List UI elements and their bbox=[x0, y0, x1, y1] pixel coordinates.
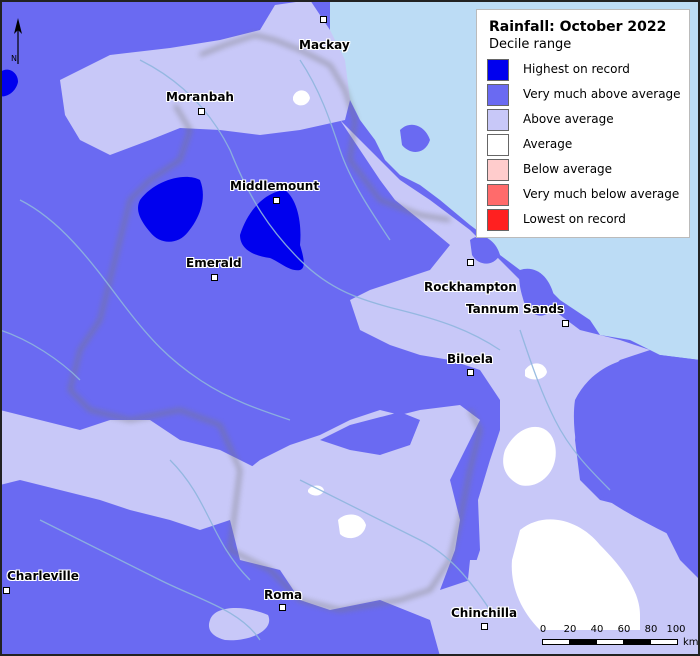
legend-item-average: Average bbox=[487, 134, 687, 159]
scale-segment bbox=[542, 639, 570, 645]
legend-item-below: Below average bbox=[487, 159, 687, 184]
river-3 bbox=[299, 59, 391, 241]
legend-label: Highest on record bbox=[523, 62, 630, 76]
legend-item-very-much-below: Very much below average bbox=[487, 184, 687, 209]
scale-segment bbox=[569, 639, 597, 645]
region-average-small-4 bbox=[293, 90, 310, 106]
legend-item-above: Above average bbox=[487, 109, 687, 134]
legend-label: Very much above average bbox=[523, 87, 681, 101]
scale-tick: 20 bbox=[563, 624, 577, 635]
north-label: N bbox=[11, 54, 17, 63]
legend-swatch bbox=[487, 184, 509, 206]
boundary-line-1 bbox=[68, 104, 482, 612]
town-marker bbox=[320, 16, 327, 23]
rivers bbox=[0, 59, 611, 641]
region-above-north bbox=[60, 0, 350, 155]
scale-tick: 40 bbox=[590, 624, 604, 635]
river-2 bbox=[19, 199, 291, 421]
town-marker bbox=[481, 623, 488, 630]
legend-swatch bbox=[487, 109, 509, 131]
legend-item-lowest: Lowest on record bbox=[487, 209, 687, 234]
river-8 bbox=[169, 459, 251, 581]
region-average-east bbox=[503, 426, 556, 486]
river-1 bbox=[139, 59, 501, 351]
town-label: Charleville bbox=[7, 569, 79, 583]
town-label: Tannum Sands bbox=[466, 302, 565, 316]
region-vma-coast-1 bbox=[400, 124, 430, 152]
town-marker bbox=[279, 604, 286, 611]
legend-label: Very much below average bbox=[523, 187, 680, 201]
legend-label: Below average bbox=[523, 162, 613, 176]
north-arrow: N bbox=[11, 16, 25, 66]
legend-item-highest: Highest on record bbox=[487, 59, 687, 84]
scale-tick: 100 bbox=[666, 624, 686, 635]
scale-tick: 60 bbox=[617, 624, 631, 635]
region-above-west bbox=[0, 410, 260, 530]
region-average-southeast bbox=[511, 519, 640, 630]
legend-swatch bbox=[487, 209, 509, 231]
scale-tick: 0 bbox=[539, 624, 547, 635]
river-6 bbox=[519, 329, 611, 491]
town-label: Middlemount bbox=[230, 179, 320, 193]
legend-panel: Rainfall: October 2022 Decile range High… bbox=[476, 9, 690, 238]
town-label: Emerald bbox=[186, 256, 242, 270]
legend-label: Lowest on record bbox=[523, 212, 626, 226]
legend-swatch bbox=[487, 84, 509, 106]
region-average-group bbox=[293, 90, 640, 630]
scale-segment bbox=[650, 639, 678, 645]
river-5 bbox=[299, 479, 491, 611]
region-average-small-3 bbox=[308, 485, 324, 496]
scale-segment bbox=[596, 639, 624, 645]
town-marker bbox=[211, 274, 218, 281]
region-highest-2 bbox=[240, 190, 304, 271]
town-label: Moranbah bbox=[166, 90, 234, 104]
legend-swatch bbox=[487, 59, 509, 81]
town-label: Mackay bbox=[299, 38, 350, 52]
boundary-line-2 bbox=[199, 33, 451, 222]
town-marker bbox=[198, 108, 205, 115]
legend-subtitle: Decile range bbox=[489, 37, 572, 52]
legend-item-very-much-above: Very much above average bbox=[487, 84, 687, 109]
boundaries bbox=[68, 33, 482, 612]
region-vma-coast-2 bbox=[470, 236, 500, 264]
legend-swatch bbox=[487, 159, 509, 181]
region-average-small-2 bbox=[338, 514, 366, 539]
town-marker bbox=[273, 197, 280, 204]
town-marker bbox=[3, 587, 10, 594]
river-7 bbox=[0, 329, 81, 381]
legend-label: Above average bbox=[523, 112, 614, 126]
region-average-small-1 bbox=[525, 363, 547, 380]
scale-segment bbox=[623, 639, 651, 645]
town-label: Roma bbox=[264, 588, 303, 602]
town-label: Chinchilla bbox=[451, 606, 518, 620]
town-marker bbox=[562, 320, 569, 327]
scale-tick: 80 bbox=[644, 624, 658, 635]
town-label: Biloela bbox=[447, 352, 493, 366]
scale-unit: km bbox=[683, 637, 699, 648]
town-marker bbox=[467, 259, 474, 266]
town-label: Rockhampton bbox=[424, 280, 517, 294]
legend-swatch bbox=[487, 134, 509, 156]
river-4 bbox=[39, 519, 261, 641]
town-marker bbox=[467, 369, 474, 376]
region-vma-overlays bbox=[320, 124, 700, 560]
scale-bar: 0 20 40 60 80 100 km bbox=[536, 624, 699, 654]
region-vma-east bbox=[573, 355, 700, 560]
legend-title: Rainfall: October 2022 bbox=[489, 19, 667, 35]
region-vma-tannum bbox=[519, 268, 555, 316]
region-highest-1 bbox=[138, 176, 203, 242]
region-highest-3 bbox=[0, 69, 18, 97]
region-highest-group bbox=[0, 69, 304, 271]
legend-label: Average bbox=[523, 137, 573, 151]
region-vma-centre bbox=[320, 412, 420, 455]
north-arrow-icon bbox=[14, 18, 22, 64]
